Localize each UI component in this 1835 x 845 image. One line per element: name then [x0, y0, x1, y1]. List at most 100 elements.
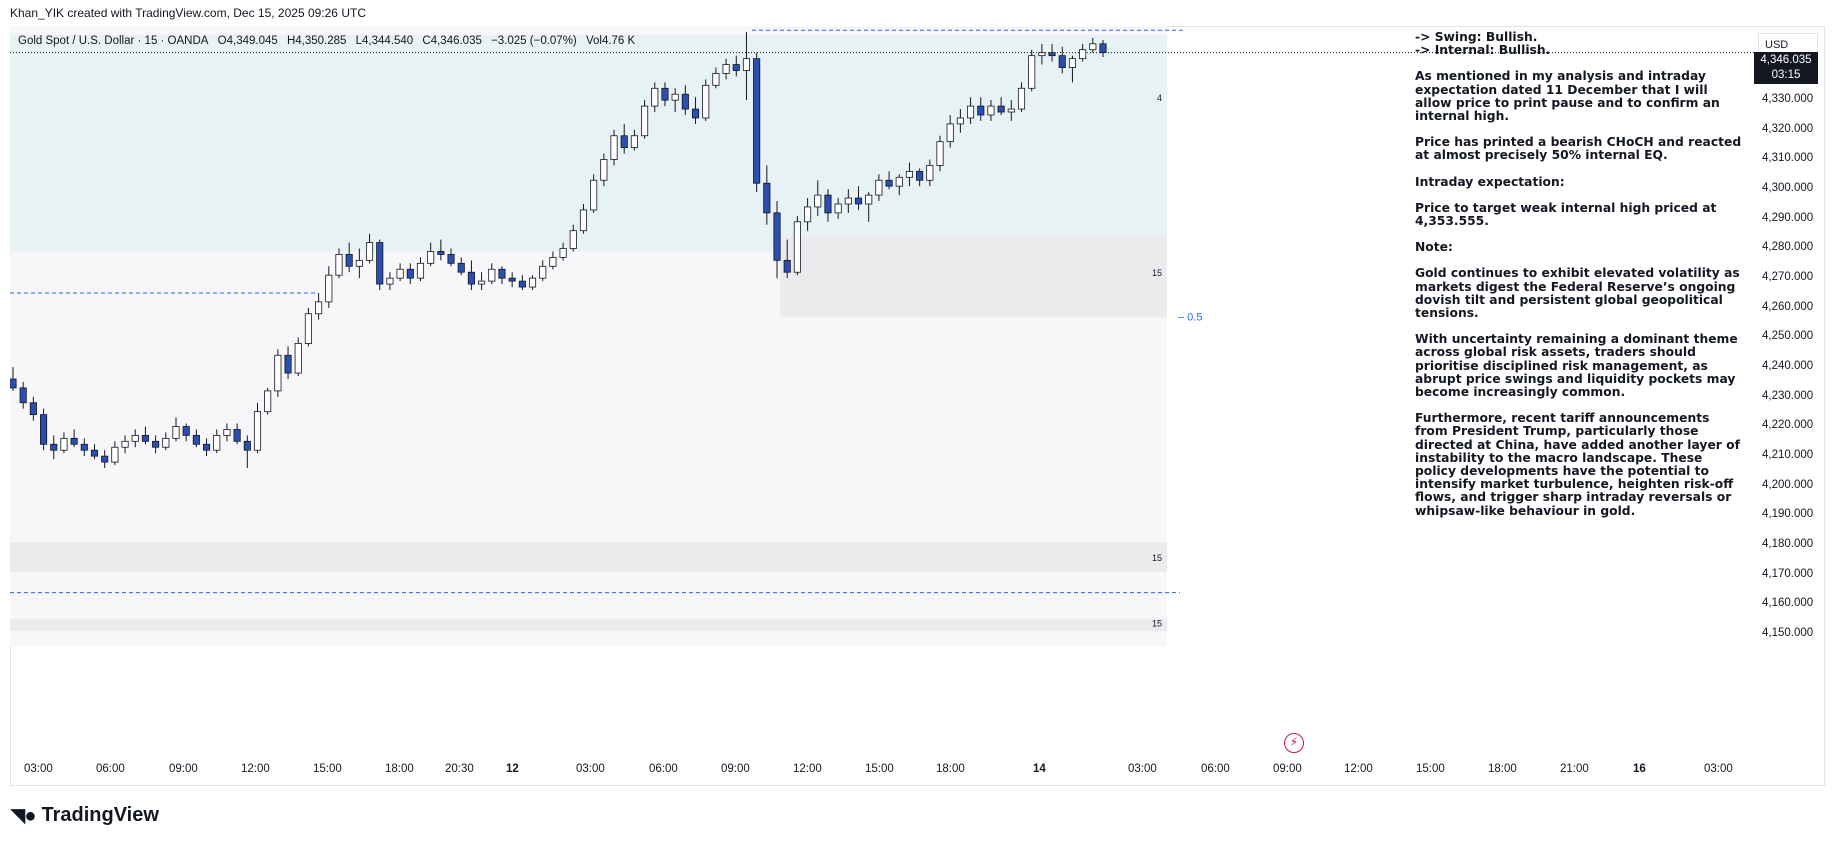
candle-body — [447, 254, 455, 264]
note-swing: -> Swing: Bullish. — [1415, 30, 1538, 44]
zone-label-3: 15 — [1152, 618, 1162, 628]
candle-body — [600, 159, 608, 181]
x-tick-label: 15:00 — [1416, 763, 1445, 775]
note-p1: As mentioned in my analysis and intraday… — [1415, 69, 1720, 124]
candle-body — [152, 440, 160, 448]
candle-body — [416, 262, 425, 279]
x-tick-label: 12 — [506, 763, 519, 775]
candle-body — [90, 449, 99, 457]
x-tick-label: 12:00 — [1344, 763, 1373, 775]
y-tick-label: 4,210.000 — [1762, 449, 1814, 462]
y-tick-label: 4,270.000 — [1762, 271, 1814, 284]
x-tick-label: 18:00 — [385, 763, 414, 775]
candle-body — [182, 426, 190, 436]
candle-body — [732, 64, 740, 71]
x-tick-label: 18:00 — [1488, 763, 1517, 775]
candle-body — [620, 135, 628, 149]
candle-body — [834, 203, 842, 214]
candle-body — [29, 402, 37, 416]
last-price-badge: 4,346.035 03:15 — [1754, 52, 1818, 84]
note-p6: Gold continues to exhibit elevated volat… — [1415, 266, 1740, 321]
candle-body — [579, 209, 588, 232]
zone-3 — [10, 619, 1167, 632]
candle-body — [1028, 55, 1036, 89]
y-tick-label: 4,220.000 — [1762, 419, 1814, 432]
candle-body — [814, 194, 822, 208]
candle-body — [804, 206, 812, 223]
candle-body — [1007, 108, 1015, 113]
candle-body — [895, 176, 903, 187]
candle-body — [1068, 58, 1076, 68]
bar-countdown: 03:15 — [1771, 69, 1801, 81]
candle-body — [916, 170, 924, 181]
candle-body — [1048, 52, 1056, 57]
candle-body — [967, 105, 975, 119]
candle-body — [539, 265, 547, 279]
candle-body — [528, 277, 537, 288]
candle-body — [365, 242, 374, 261]
candle-body — [498, 268, 506, 279]
x-tick-label: 03:00 — [24, 763, 53, 775]
candle-body — [10, 378, 17, 389]
candle-body — [396, 268, 404, 279]
x-tick-label: 06:00 — [649, 763, 678, 775]
y-tick-label: 4,260.000 — [1762, 300, 1814, 313]
y-tick-label: 4,180.000 — [1762, 538, 1814, 551]
x-tick-label: 06:00 — [1201, 763, 1230, 775]
note-p8: Furthermore, recent tariff announcements… — [1415, 411, 1740, 518]
candle-body — [253, 411, 262, 451]
candle-body — [712, 73, 720, 86]
candle-body — [956, 117, 964, 125]
x-tick-label: 16 — [1633, 763, 1646, 775]
candle-body — [325, 274, 333, 303]
candle-body — [926, 165, 934, 181]
candle-body — [315, 301, 323, 315]
candle-body — [651, 87, 659, 107]
candle-body — [437, 251, 445, 255]
note-p3: Intraday expectation: — [1415, 174, 1565, 189]
candle-body — [223, 429, 231, 436]
note-p5: Note: — [1415, 240, 1453, 255]
candle-body — [753, 58, 761, 184]
zone-0 — [10, 34, 1167, 252]
lightning-icon[interactable]: ⚡ — [1284, 733, 1304, 753]
ohlc-low: L4,344.540 — [355, 35, 414, 47]
candle-body — [70, 437, 78, 445]
y-tick-label: 4,170.000 — [1762, 567, 1814, 580]
attribution: Khan_YIK created with TradingView.com, D… — [10, 6, 366, 20]
ohlc-close: C4,346.035 — [422, 35, 482, 47]
candle-body — [997, 105, 1005, 113]
candle-body — [1038, 52, 1046, 57]
x-tick-label: 09:00 — [1273, 763, 1302, 775]
x-tick-label: 21:00 — [1560, 763, 1589, 775]
candle-body — [977, 105, 985, 116]
candle-body — [793, 221, 801, 273]
candle-body — [641, 105, 649, 137]
candle-body — [905, 170, 914, 178]
x-tick-label: 12:00 — [241, 763, 270, 775]
candle-body — [854, 197, 863, 205]
candle-body — [304, 313, 312, 344]
zone-label-2: 15 — [1152, 553, 1162, 563]
candle-body — [987, 105, 995, 116]
y-tick-label: 4,150.000 — [1762, 627, 1814, 640]
price-chart[interactable]: 4 15 15 15 – 0.5 — [10, 26, 1825, 786]
candle-body — [875, 179, 883, 196]
candle-body — [1099, 43, 1107, 53]
tradingview-brand[interactable]: ◥● TradingView — [10, 803, 159, 828]
candle-body — [824, 194, 832, 214]
zone-label-0: 4 — [1157, 93, 1162, 103]
y-tick-label: 4,280.000 — [1762, 241, 1814, 254]
candle-body — [559, 248, 567, 258]
x-tick-label: 06:00 — [96, 763, 125, 775]
candle-body — [569, 230, 577, 249]
candle-body — [386, 277, 394, 285]
x-tick-label: 15:00 — [865, 763, 894, 775]
y-tick-label: 4,250.000 — [1762, 330, 1814, 343]
x-tick-label: 09:00 — [169, 763, 198, 775]
candle-body — [783, 259, 791, 273]
volume: Vol4.76 K — [585, 35, 636, 47]
candle-body — [427, 251, 435, 264]
candle-body — [488, 268, 496, 282]
zone-2 — [10, 542, 1167, 572]
